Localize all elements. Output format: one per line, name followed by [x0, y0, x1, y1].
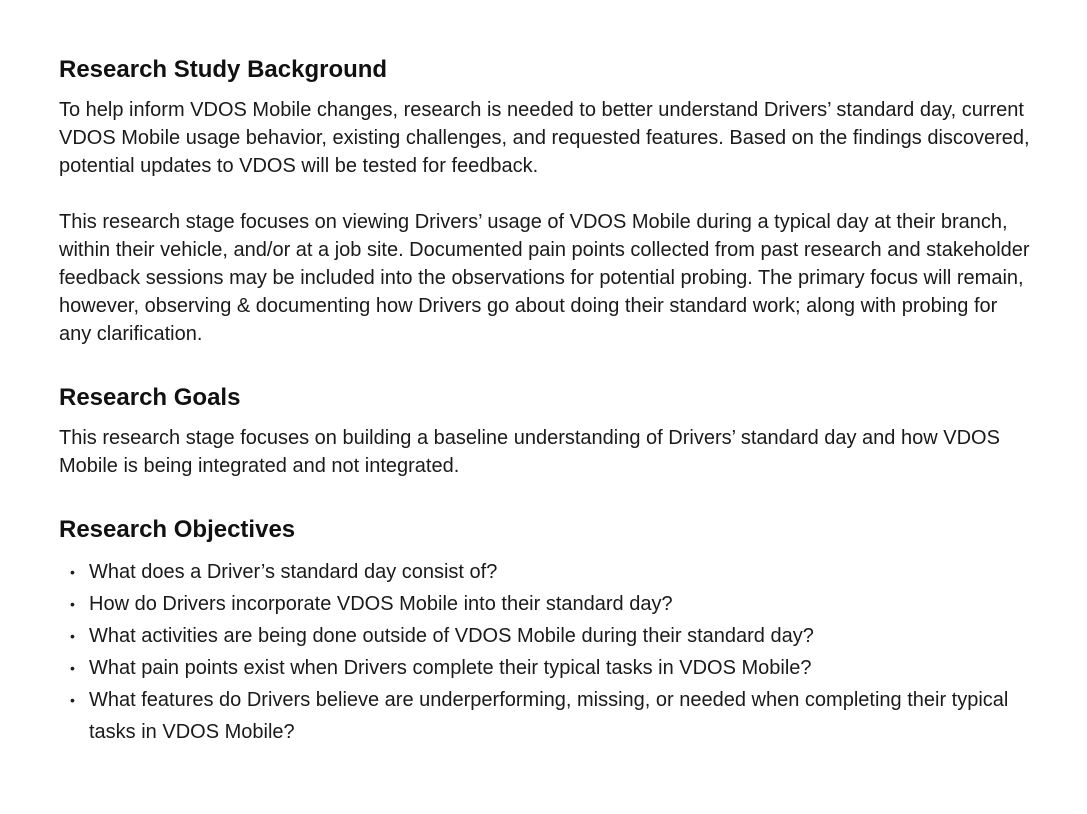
- list-item: • What pain points exist when Drivers co…: [59, 652, 1034, 684]
- goals-section: Research Goals This research stage focus…: [59, 382, 1034, 480]
- bullet-icon: •: [70, 628, 75, 644]
- bullet-icon: •: [70, 692, 75, 708]
- bullet-icon: •: [70, 596, 75, 612]
- background-paragraph-1: To help inform VDOS Mobile changes, rese…: [59, 99, 1030, 177]
- goals-paragraph: This research stage focuses on building …: [59, 427, 1000, 477]
- objective-text: What pain points exist when Drivers comp…: [89, 657, 812, 679]
- list-item: • How do Drivers incorporate VDOS Mobile…: [59, 588, 1034, 620]
- objectives-heading: Research Objectives: [59, 516, 296, 543]
- objectives-list: • What does a Driver’s standard day cons…: [59, 556, 1034, 748]
- background-section: Research Study Background To help inform…: [59, 54, 1034, 348]
- background-paragraph-2: This research stage focuses on viewing D…: [59, 211, 1030, 345]
- list-item: • What features do Drivers believe are u…: [59, 684, 1034, 748]
- objective-text: What features do Drivers believe are und…: [89, 689, 1009, 743]
- objective-text: What does a Driver’s standard day consis…: [89, 561, 498, 583]
- list-item: • What does a Driver’s standard day cons…: [59, 556, 1034, 588]
- objectives-section: Research Objectives • What does a Driver…: [59, 514, 1034, 748]
- objective-text: How do Drivers incorporate VDOS Mobile i…: [89, 593, 673, 615]
- list-item: • What activities are being done outside…: [59, 620, 1034, 652]
- document-body: Research Study Background To help inform…: [59, 54, 1034, 748]
- bullet-icon: •: [70, 564, 75, 580]
- objective-text: What activities are being done outside o…: [89, 625, 814, 647]
- goals-heading: Research Goals: [59, 384, 241, 411]
- background-heading: Research Study Background: [59, 56, 388, 83]
- bullet-icon: •: [70, 660, 75, 676]
